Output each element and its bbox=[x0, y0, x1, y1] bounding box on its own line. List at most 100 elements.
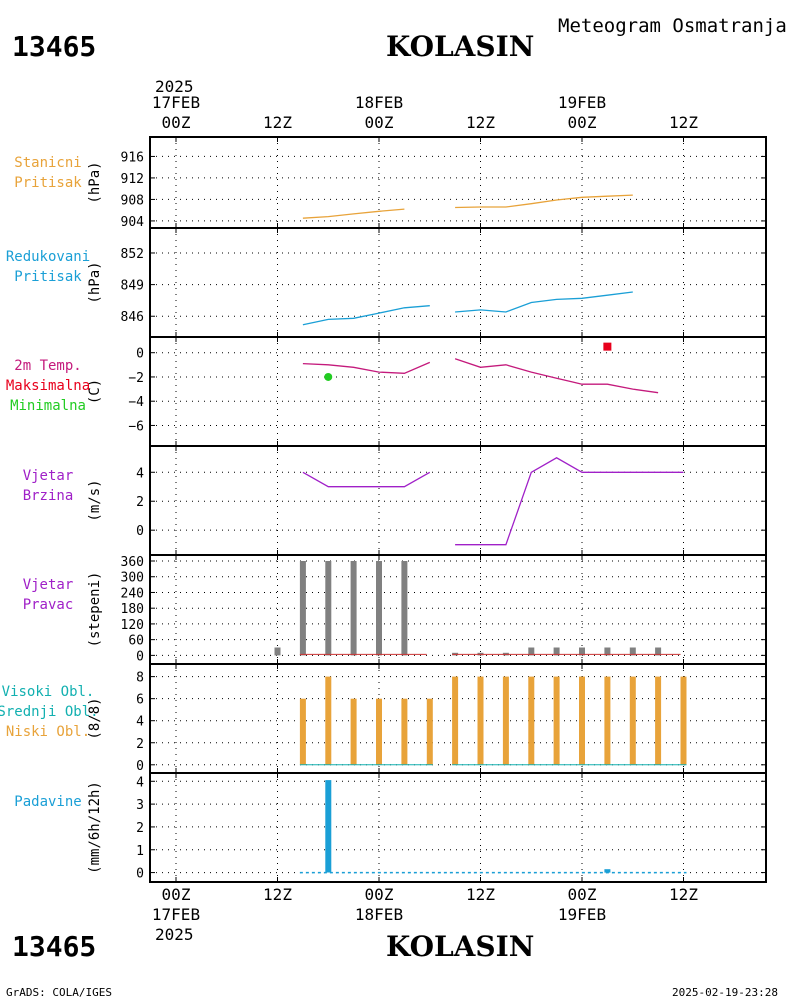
panel-label: Pritisak bbox=[14, 269, 82, 285]
y-tick-label: 904 bbox=[121, 215, 145, 230]
bar bbox=[629, 676, 636, 765]
series-line-segment bbox=[455, 194, 633, 209]
y-tick-label: 60 bbox=[128, 634, 144, 649]
top-hour-label: 12Z bbox=[263, 113, 292, 132]
bar bbox=[655, 647, 662, 656]
y-axis-label: (hPa) bbox=[87, 161, 103, 203]
bar bbox=[401, 561, 408, 656]
top-hour-label: 00Z bbox=[365, 113, 394, 132]
panel-label: Pritisak bbox=[14, 175, 82, 191]
bar bbox=[426, 698, 433, 765]
panel-label: Vjetar bbox=[23, 468, 74, 484]
y-tick-label: 2 bbox=[136, 737, 144, 752]
bar bbox=[528, 676, 535, 765]
series-line-segment bbox=[455, 291, 633, 313]
bar bbox=[350, 561, 357, 656]
series-line-segment bbox=[302, 305, 430, 326]
y-tick-label: 0 bbox=[136, 759, 144, 774]
plot-frame bbox=[149, 136, 767, 883]
tmax-marker bbox=[603, 342, 612, 351]
y-tick-label: 0 bbox=[136, 524, 144, 539]
bar bbox=[579, 647, 585, 656]
bar bbox=[325, 780, 332, 873]
panel-label: Redukovani bbox=[6, 249, 90, 265]
bar bbox=[629, 647, 636, 656]
panel-label: Visoki Obl. bbox=[2, 684, 95, 700]
bar bbox=[655, 676, 662, 765]
y-tick-label: 120 bbox=[121, 618, 144, 633]
panel-label: Vjetar bbox=[23, 577, 74, 593]
bar bbox=[553, 676, 560, 765]
bar bbox=[502, 676, 509, 765]
station-id-top: 13465 bbox=[12, 30, 96, 63]
y-tick-label: 2 bbox=[136, 821, 144, 836]
y-tick-label: 4 bbox=[136, 775, 144, 790]
bar bbox=[376, 561, 382, 656]
y-tick-label: 849 bbox=[121, 279, 144, 294]
station-name-top: KOLASIN bbox=[386, 30, 534, 63]
y-tick-label: 4 bbox=[136, 466, 144, 481]
y-axis-label: (hPa) bbox=[87, 261, 103, 303]
footer-timestamp: 2025-02-19-23:28 bbox=[672, 986, 778, 999]
panel-label: Brzina bbox=[23, 488, 74, 504]
bar bbox=[528, 647, 535, 656]
y-axis-label: (stepeni) bbox=[87, 572, 103, 648]
panel-label: Padavine bbox=[14, 794, 81, 810]
series-line-segment bbox=[455, 457, 684, 546]
panel-label: Srednji Obl. bbox=[0, 704, 99, 720]
series-line-segment bbox=[302, 471, 431, 488]
top-hour-label: 12Z bbox=[466, 113, 495, 132]
bar bbox=[680, 676, 687, 765]
y-axis-label: (m/s) bbox=[87, 479, 103, 521]
series-line-segment bbox=[302, 361, 431, 374]
y-tick-label: 240 bbox=[121, 586, 144, 601]
footer-credit: GrADS: COLA/IGES bbox=[6, 986, 112, 999]
meteogram-title: Meteogram Osmatranja bbox=[558, 15, 787, 37]
tmin-marker bbox=[324, 372, 333, 381]
bar bbox=[325, 676, 332, 765]
bar bbox=[274, 647, 281, 656]
y-tick-label: 180 bbox=[121, 602, 144, 617]
bottom-hour-label: 00Z bbox=[162, 885, 191, 904]
y-tick-label: 846 bbox=[121, 310, 144, 325]
y-tick-label: 4 bbox=[136, 715, 144, 730]
bottom-hour-label: 12Z bbox=[669, 885, 698, 904]
bar bbox=[579, 676, 585, 765]
bar bbox=[553, 647, 560, 656]
station-name-bottom: KOLASIN bbox=[386, 930, 534, 963]
bar bbox=[477, 676, 484, 765]
panel-label: Stanicni bbox=[14, 155, 81, 171]
bottom-hour-label: 12Z bbox=[466, 885, 495, 904]
bar bbox=[376, 698, 382, 765]
y-axis-label: (C) bbox=[87, 379, 103, 404]
y-axis-label: (8/8) bbox=[87, 697, 103, 739]
bottom-hour-label: 00Z bbox=[568, 885, 597, 904]
top-day-label: 17FEB bbox=[152, 93, 200, 112]
panel-label: Pravac bbox=[23, 597, 74, 613]
y-tick-label: 0 bbox=[136, 347, 144, 362]
y-tick-label: 852 bbox=[121, 247, 144, 262]
series-line-segment bbox=[454, 358, 659, 394]
bottom-year-label: 2025 bbox=[155, 925, 194, 944]
panel-label: Niski Obl. bbox=[6, 724, 90, 740]
y-tick-label: 916 bbox=[121, 150, 144, 165]
top-hour-label: 12Z bbox=[669, 113, 698, 132]
y-tick-label: 0 bbox=[136, 649, 144, 664]
y-tick-label: −4 bbox=[128, 395, 144, 410]
top-day-label: 18FEB bbox=[355, 93, 403, 112]
y-tick-label: 908 bbox=[121, 193, 144, 208]
y-tick-label: −2 bbox=[128, 371, 144, 386]
y-axis-label: (mm/6h/12h) bbox=[87, 781, 103, 874]
y-tick-label: 6 bbox=[136, 693, 144, 708]
panel-label: Minimalna bbox=[10, 398, 86, 414]
y-tick-label: 1 bbox=[136, 844, 144, 859]
y-tick-label: 912 bbox=[121, 172, 144, 187]
top-hour-label: 00Z bbox=[162, 113, 191, 132]
panel-label: Maksimalna bbox=[6, 378, 90, 394]
top-hour-label: 00Z bbox=[568, 113, 597, 132]
series-line-segment bbox=[302, 208, 405, 219]
bar bbox=[350, 698, 357, 765]
top-day-label: 19FEB bbox=[558, 93, 606, 112]
